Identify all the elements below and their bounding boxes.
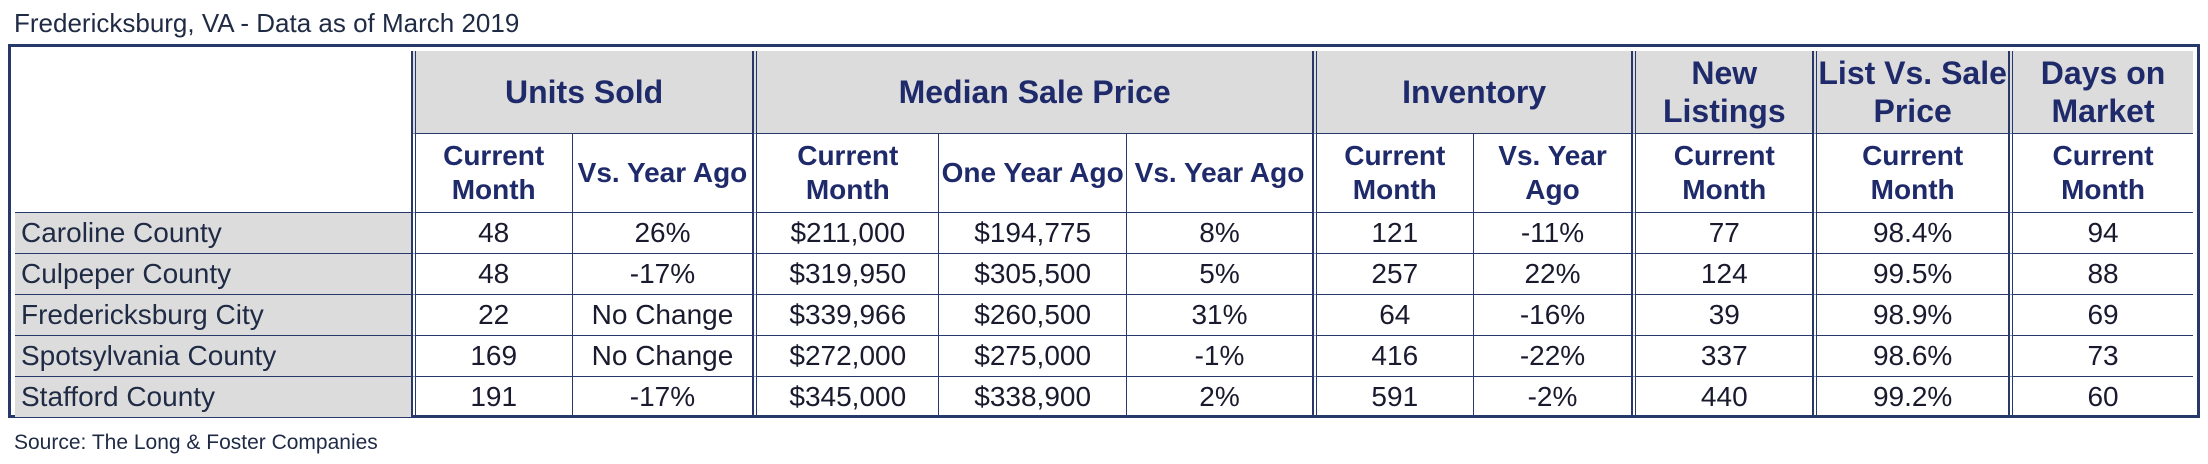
subheader-price-vs-year-ago: Vs. Year Ago (1127, 134, 1313, 213)
sub-header-row: Current Month Vs. Year Ago Current Month… (15, 134, 2193, 213)
cell-units-sold: 48 (411, 254, 573, 295)
subheader-inventory-vs-year-ago: Vs. Year Ago (1473, 134, 1633, 213)
group-header-row: Units Sold Median Sale Price Inventory N… (15, 51, 2193, 213)
cell-new-listings: 77 (1632, 213, 1814, 254)
subheader-list-vs-sale-current-month: Current Month (1813, 134, 2010, 213)
cell-inventory-vs-year-ago: 22% (1473, 254, 1633, 295)
subheader-units-vs-year-ago: Vs. Year Ago (572, 134, 754, 213)
cell-units-vs-year-ago: 26% (572, 213, 754, 254)
cell-median-price: $319,950 (753, 254, 940, 295)
table-row: Culpeper County 48 -17% $319,950 $305,50… (15, 254, 2193, 295)
row-label: Culpeper County (15, 254, 412, 295)
cell-inventory-vs-year-ago: -22% (1473, 336, 1633, 377)
cell-new-listings: 440 (1632, 377, 1814, 417)
cell-new-listings: 337 (1632, 336, 1814, 377)
cell-inventory-vs-year-ago: -16% (1473, 295, 1633, 336)
market-table-frame: Units Sold Median Sale Price Inventory N… (8, 44, 2200, 418)
cell-list-vs-sale: 98.6% (1813, 336, 2010, 377)
group-header-inventory: Inventory (1312, 51, 1633, 134)
cell-units-vs-year-ago: No Change (572, 295, 754, 336)
cell-inventory-vs-year-ago: -2% (1474, 377, 1633, 417)
group-header-units-sold: Units Sold (411, 51, 754, 134)
subheader-price-current-month: Current Month (753, 134, 940, 213)
row-label: Stafford County (15, 377, 412, 417)
cell-new-listings: 124 (1632, 254, 1814, 295)
group-header-list-vs-sale-price: List Vs. Sale Price (1813, 51, 2010, 134)
subheader-inventory-current-month: Current Month (1312, 134, 1474, 213)
page-title: Fredericksburg, VA - Data as of March 20… (14, 8, 520, 38)
header-corner (15, 51, 412, 213)
cell-days-on-market: 94 (2009, 213, 2193, 254)
cell-inventory: 416 (1312, 336, 1474, 377)
cell-units-vs-year-ago: -17% (572, 254, 754, 295)
row-label: Spotsylvania County (15, 336, 412, 377)
cell-days-on-market: 60 (2009, 377, 2193, 417)
cell-median-price-one-year-ago: $305,500 (939, 254, 1128, 295)
cell-list-vs-sale: 99.2% (1813, 377, 2010, 417)
cell-median-price: $345,000 (753, 377, 940, 417)
table-row: Spotsylvania County 169 No Change $272,0… (15, 336, 2193, 377)
cell-median-price: $339,966 (753, 295, 940, 336)
subheader-units-current-month: Current Month (411, 134, 573, 213)
cell-units-sold: 169 (411, 336, 573, 377)
cell-median-price: $211,000 (753, 213, 940, 254)
cell-median-price-one-year-ago: $260,500 (939, 295, 1128, 336)
cell-median-price-one-year-ago: $275,000 (939, 336, 1128, 377)
cell-median-price-vs-year-ago: 2% (1127, 377, 1313, 417)
table-row: Caroline County 48 26% $211,000 $194,775… (15, 213, 2193, 254)
cell-median-price-vs-year-ago: 8% (1127, 213, 1313, 254)
group-header-new-listings: New Listings (1632, 51, 1814, 134)
cell-days-on-market: 88 (2009, 254, 2193, 295)
cell-median-price-one-year-ago: $338,900 (939, 377, 1128, 417)
cell-median-price-vs-year-ago: 5% (1127, 254, 1313, 295)
cell-inventory-vs-year-ago: -11% (1473, 213, 1633, 254)
cell-median-price-vs-year-ago: 31% (1127, 295, 1313, 336)
cell-inventory: 121 (1312, 213, 1474, 254)
cell-median-price-one-year-ago: $194,775 (939, 213, 1128, 254)
cell-days-on-market: 69 (2009, 295, 2193, 336)
subheader-price-one-year-ago: One Year Ago (939, 134, 1128, 213)
cell-list-vs-sale: 98.4% (1813, 213, 2010, 254)
table-row: Fredericksburg City 22 No Change $339,96… (15, 295, 2193, 336)
group-header-days-on-market: Days on Market (2009, 51, 2193, 134)
cell-units-vs-year-ago: -17% (573, 377, 754, 417)
source-note: Source: The Long & Foster Companies (14, 431, 378, 454)
cell-units-vs-year-ago: No Change (572, 336, 754, 377)
cell-units-sold: 22 (411, 295, 573, 336)
row-label: Caroline County (15, 213, 412, 254)
cell-inventory: 64 (1312, 295, 1474, 336)
table-row: Stafford County 191 -17% $345,000 $338,9… (15, 377, 2193, 417)
cell-list-vs-sale: 99.5% (1813, 254, 2010, 295)
cell-days-on-market: 73 (2009, 336, 2193, 377)
market-data-table: Units Sold Median Sale Price Inventory N… (15, 51, 2193, 417)
subheader-new-listings-current-month: Current Month (1632, 134, 1814, 213)
cell-list-vs-sale: 98.9% (1813, 295, 2010, 336)
group-header-median-sale-price: Median Sale Price (753, 51, 1313, 134)
cell-units-sold: 48 (411, 213, 573, 254)
cell-inventory: 257 (1312, 254, 1474, 295)
cell-inventory: 591 (1312, 377, 1474, 417)
row-label: Fredericksburg City (15, 295, 412, 336)
cell-new-listings: 39 (1632, 295, 1814, 336)
cell-median-price: $272,000 (753, 336, 940, 377)
subheader-dom-current-month: Current Month (2009, 134, 2193, 213)
cell-units-sold: 191 (411, 377, 573, 417)
cell-median-price-vs-year-ago: -1% (1127, 336, 1313, 377)
